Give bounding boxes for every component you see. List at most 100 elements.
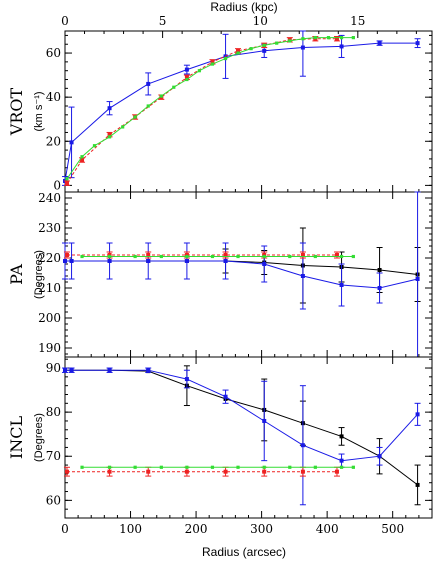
y-tick-label: 60: [46, 46, 61, 60]
data-point: [334, 36, 339, 41]
data-point: [69, 140, 74, 145]
data-point: [133, 254, 137, 259]
data-point: [339, 458, 344, 463]
data-point: [64, 253, 69, 257]
data-point: [172, 85, 176, 89]
data-point: [184, 377, 189, 382]
data-point: [339, 44, 344, 49]
data-point: [185, 465, 189, 469]
data-point: [262, 262, 267, 266]
data-point: [339, 434, 344, 439]
data-point: [223, 469, 228, 474]
top-x-tick-label: 5: [159, 14, 167, 28]
data-point: [249, 47, 253, 51]
data-point: [107, 135, 112, 139]
data-point: [159, 94, 163, 98]
bottom-x-tick-label: 100: [119, 522, 142, 536]
y-tick-label: 240: [38, 191, 61, 205]
data-point: [107, 106, 112, 111]
data-point: [236, 465, 240, 469]
bottom-x-tick-label: 500: [381, 522, 404, 536]
data-point: [313, 36, 317, 40]
y-axis-title: VROT: [7, 87, 26, 136]
data-point: [185, 254, 189, 259]
data-point: [415, 277, 420, 281]
data-point: [300, 469, 305, 474]
data-point: [159, 465, 163, 469]
y-tick-label: 190: [38, 341, 61, 355]
series-line: [65, 260, 418, 289]
data-point: [415, 482, 420, 487]
data-point: [80, 465, 84, 469]
data-point: [80, 155, 84, 159]
data-point: [223, 56, 228, 61]
data-point: [351, 254, 355, 259]
data-point: [300, 443, 305, 448]
data-point: [184, 75, 189, 80]
data-point: [288, 254, 292, 259]
data-point: [69, 259, 74, 263]
y-tick-label: 70: [46, 449, 61, 463]
data-point: [339, 36, 344, 40]
top-x-tick-label: 15: [350, 14, 365, 28]
series-line: [64, 42, 418, 182]
y-axis-unit: (Degrees): [33, 413, 45, 462]
data-point: [262, 43, 266, 47]
data-point: [185, 77, 189, 82]
y-axis-title: PA: [7, 264, 26, 285]
series-black: [63, 365, 421, 506]
data-point: [210, 254, 215, 259]
bottom-x-tick-label: 200: [185, 522, 208, 536]
data-point: [107, 132, 112, 137]
data-point: [262, 469, 267, 474]
data-point: [184, 259, 189, 263]
data-point: [262, 254, 266, 259]
chart-marks: 0 20 40 60 VROT (km s⁻¹) 190 200 210 220 230 240 PA (…: [7, 14, 433, 536]
data-point: [326, 36, 331, 40]
data-point: [288, 39, 292, 43]
data-point: [223, 259, 228, 263]
data-point: [415, 412, 420, 417]
data-point: [236, 254, 240, 259]
top-x-tick-label: 10: [253, 14, 268, 28]
data-point: [377, 41, 382, 46]
data-point: [223, 253, 228, 257]
plot-frame: [64, 191, 433, 358]
series-red: [63, 251, 340, 259]
y-axis-title: INCL: [7, 416, 26, 460]
data-point: [92, 144, 97, 148]
y-tick-label: 200: [38, 311, 61, 325]
panel-pa: 190 200 210 220 230 240 PA (Degrees): [7, 191, 433, 358]
y-tick-label: 210: [38, 281, 61, 295]
data-point: [300, 253, 305, 257]
top-axis-title: Radius (kpc): [210, 0, 277, 14]
data-point: [146, 469, 151, 474]
data-point: [334, 469, 339, 474]
y-tick-label: 0: [53, 178, 61, 192]
data-point: [377, 286, 382, 290]
data-point: [313, 465, 317, 469]
series-green: [65, 36, 355, 181]
series-line: [65, 369, 418, 462]
series-black: [63, 227, 421, 304]
data-point: [146, 253, 151, 257]
y-axis-unit: (km s⁻¹): [33, 91, 45, 131]
series-blue: [62, 191, 421, 358]
data-point: [63, 259, 67, 263]
data-point: [339, 254, 344, 259]
data-point: [334, 253, 339, 257]
data-point: [107, 465, 112, 469]
y-tick-label: 230: [38, 221, 61, 235]
data-point: [351, 465, 355, 469]
y-tick-label: 220: [38, 251, 61, 265]
series-blue: [62, 367, 421, 506]
data-point: [210, 59, 215, 64]
data-point: [288, 465, 292, 469]
data-point: [313, 254, 317, 259]
data-point: [107, 254, 112, 259]
data-point: [301, 37, 305, 41]
y-axis-unit: (Degrees): [33, 250, 45, 299]
plot-frame: [64, 356, 433, 519]
bottom-axis-title: Radius (arcsec): [202, 545, 286, 559]
